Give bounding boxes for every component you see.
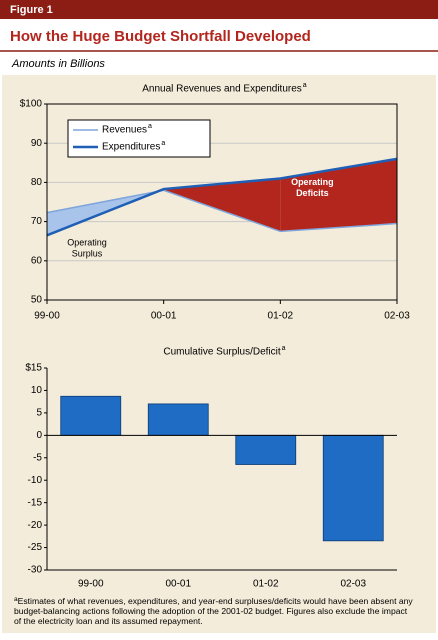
chart-title: Annual Revenues and Expenditures xyxy=(142,84,302,95)
deficit-area xyxy=(280,158,397,232)
x-tick-label: 01-02 xyxy=(268,311,294,322)
deficit-area xyxy=(163,178,281,232)
y-tick-label: 70 xyxy=(31,216,43,227)
annotation: Operating xyxy=(67,238,107,248)
x-tick-label: 02-03 xyxy=(384,311,410,322)
y-tick-label: 90 xyxy=(31,138,43,149)
series-line xyxy=(46,157,398,237)
y-tick-label: -20 xyxy=(28,520,43,531)
series-line xyxy=(46,189,398,233)
bar xyxy=(322,434,384,542)
chart-title: Cumulative Surplus/Deficit xyxy=(163,347,280,358)
annotation: Deficits xyxy=(296,188,329,198)
header-band xyxy=(0,0,438,19)
x-tick-label: 01-02 xyxy=(253,579,279,590)
y-tick-label: 5 xyxy=(36,408,42,419)
y-tick-label: 60 xyxy=(31,255,43,266)
footnote-text: Estimates of what revenues, expenditures… xyxy=(14,596,413,626)
bar xyxy=(147,403,209,436)
legend-note: a xyxy=(148,123,152,130)
bar xyxy=(235,434,297,465)
plot-frame xyxy=(46,103,398,301)
y-tick-label: 0 xyxy=(36,430,42,441)
y-tick-label: $15 xyxy=(25,363,42,374)
title-note: a xyxy=(282,345,286,352)
bar xyxy=(60,395,122,436)
y-tick-label: -25 xyxy=(28,542,43,553)
legend-note: a xyxy=(161,140,165,147)
annotation: Surplus xyxy=(72,249,103,259)
y-tick-label: 80 xyxy=(31,177,43,188)
y-tick-label: $100 xyxy=(20,99,43,110)
figure-title: How the Huge Budget Shortfall Developed xyxy=(10,28,311,45)
x-tick-label: 99-00 xyxy=(34,311,60,322)
x-tick-label: 99-00 xyxy=(78,579,104,590)
legend-label: Expenditures xyxy=(102,142,160,153)
y-tick-label: -10 xyxy=(28,475,43,486)
figure-label: Figure 1 xyxy=(10,4,53,16)
y-tick-label: -5 xyxy=(33,452,42,463)
legend-label: Revenues xyxy=(102,125,147,136)
x-tick-label: 00-01 xyxy=(165,579,191,590)
y-tick-label: 10 xyxy=(31,385,43,396)
legend-box xyxy=(67,119,211,158)
subtitle: Amounts in Billions xyxy=(11,58,105,70)
title-note: a xyxy=(303,82,307,89)
y-tick-label: -15 xyxy=(28,497,43,508)
annotation: Operating xyxy=(291,177,334,187)
x-tick-label: 00-01 xyxy=(151,311,177,322)
footnote-marker: a xyxy=(14,596,18,603)
y-tick-label: -30 xyxy=(28,565,43,576)
y-tick-label: 50 xyxy=(31,295,43,306)
x-tick-label: 02-03 xyxy=(340,579,366,590)
footnote: aEstimates of what revenues, expenditure… xyxy=(14,596,414,626)
